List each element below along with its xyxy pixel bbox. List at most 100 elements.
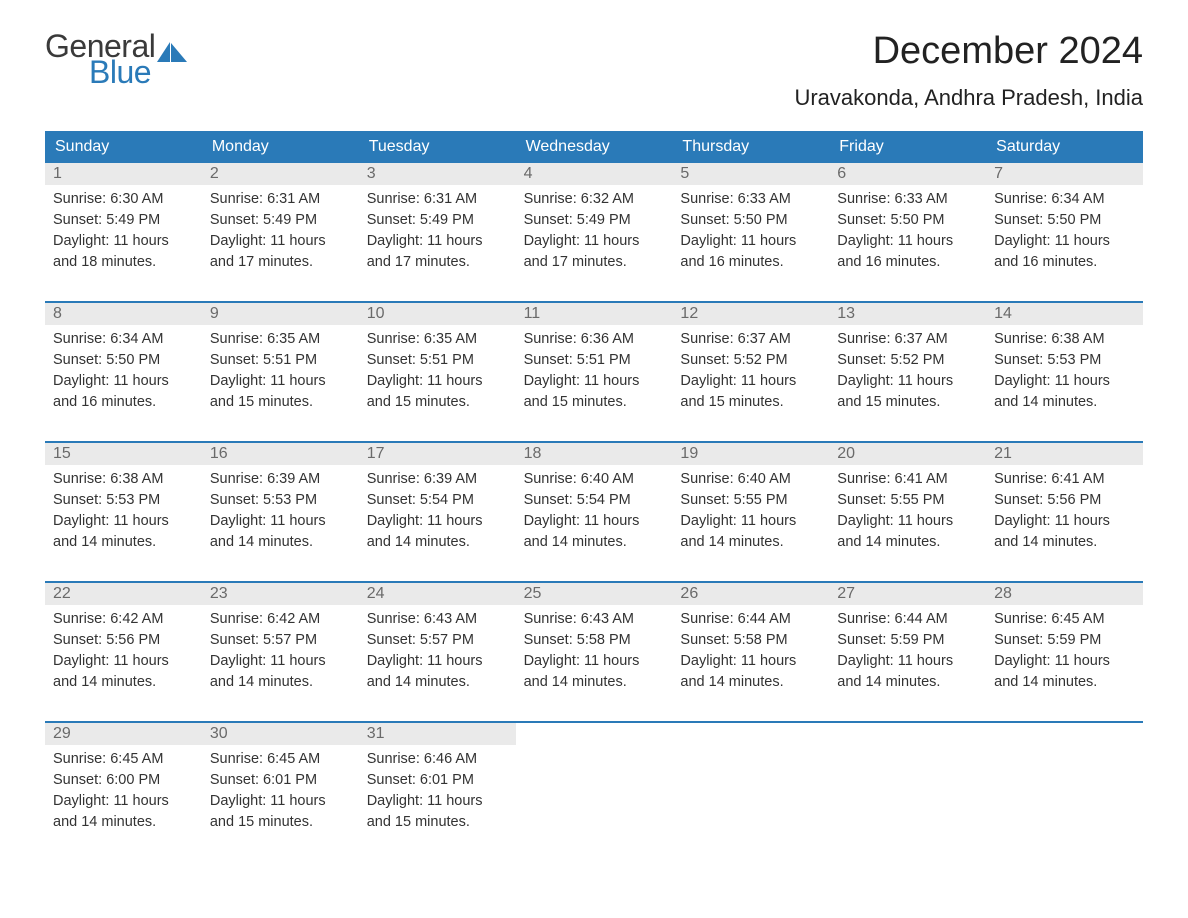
- day-sunrise: Sunrise: 6:31 AM: [367, 189, 508, 210]
- day-sunset: Sunset: 5:50 PM: [680, 210, 821, 231]
- day-content: Sunrise: 6:44 AMSunset: 5:58 PMDaylight:…: [672, 605, 829, 703]
- day-sunrise: Sunrise: 6:34 AM: [53, 329, 194, 350]
- day-number-row: 25: [516, 583, 673, 605]
- day-dl2: and 17 minutes.: [210, 252, 351, 273]
- day-sunset: Sunset: 6:01 PM: [210, 770, 351, 791]
- day-number-row: 23: [202, 583, 359, 605]
- day-header-sunday: Sunday: [45, 131, 202, 163]
- day-cell: 30Sunrise: 6:45 AMSunset: 6:01 PMDayligh…: [202, 723, 359, 851]
- day-sunrise: Sunrise: 6:35 AM: [367, 329, 508, 350]
- day-content: Sunrise: 6:42 AMSunset: 5:56 PMDaylight:…: [45, 605, 202, 703]
- day-number: 14: [994, 305, 1012, 322]
- day-number-row: 17: [359, 443, 516, 465]
- day-dl2: and 15 minutes.: [524, 392, 665, 413]
- day-sunset: Sunset: 6:01 PM: [367, 770, 508, 791]
- day-number-row: 7: [986, 163, 1143, 185]
- day-content: Sunrise: 6:45 AMSunset: 5:59 PMDaylight:…: [986, 605, 1143, 703]
- day-cell: [986, 723, 1143, 851]
- day-dl1: Daylight: 11 hours: [524, 651, 665, 672]
- day-dl1: Daylight: 11 hours: [680, 511, 821, 532]
- day-dl1: Daylight: 11 hours: [524, 511, 665, 532]
- day-dl1: Daylight: 11 hours: [367, 791, 508, 812]
- day-sunset: Sunset: 5:56 PM: [994, 490, 1135, 511]
- day-content: Sunrise: 6:39 AMSunset: 5:53 PMDaylight:…: [202, 465, 359, 563]
- day-content: Sunrise: 6:44 AMSunset: 5:59 PMDaylight:…: [829, 605, 986, 703]
- day-dl2: and 14 minutes.: [837, 672, 978, 693]
- day-content: Sunrise: 6:43 AMSunset: 5:57 PMDaylight:…: [359, 605, 516, 703]
- day-dl2: and 14 minutes.: [680, 672, 821, 693]
- day-number: 17: [367, 445, 385, 462]
- day-number: 22: [53, 585, 71, 602]
- day-number: 20: [837, 445, 855, 462]
- day-sunrise: Sunrise: 6:41 AM: [994, 469, 1135, 490]
- day-dl1: Daylight: 11 hours: [53, 651, 194, 672]
- day-cell: 2Sunrise: 6:31 AMSunset: 5:49 PMDaylight…: [202, 163, 359, 291]
- week-row: 15Sunrise: 6:38 AMSunset: 5:53 PMDayligh…: [45, 441, 1143, 571]
- week-row: 22 Sunrise: 6:42 AMSunset: 5:56 PMDayligh…: [45, 581, 1143, 711]
- day-sunset: Sunset: 5:51 PM: [367, 350, 508, 371]
- day-sunrise: Sunrise: 6:31 AM: [210, 189, 351, 210]
- day-number: 30: [210, 725, 228, 742]
- day-dl2: and 18 minutes.: [53, 252, 194, 273]
- calendar: SundayMondayTuesdayWednesdayThursdayFrid…: [45, 131, 1143, 851]
- day-dl2: and 15 minutes.: [837, 392, 978, 413]
- day-content: Sunrise: 6:40 AMSunset: 5:55 PMDaylight:…: [672, 465, 829, 563]
- day-sunrise: Sunrise: 6:35 AM: [210, 329, 351, 350]
- day-content: Sunrise: 6:37 AMSunset: 5:52 PMDaylight:…: [672, 325, 829, 423]
- day-sunrise: Sunrise: 6:44 AM: [837, 609, 978, 630]
- day-dl1: Daylight: 11 hours: [994, 231, 1135, 252]
- day-content: Sunrise: 6:32 AMSunset: 5:49 PMDaylight:…: [516, 185, 673, 283]
- day-dl2: and 14 minutes.: [210, 532, 351, 553]
- day-number-row: 1: [45, 163, 202, 185]
- day-dl2: and 14 minutes.: [367, 532, 508, 553]
- day-header-wednesday: Wednesday: [516, 131, 673, 163]
- day-dl1: Daylight: 11 hours: [210, 791, 351, 812]
- day-dl2: and 16 minutes.: [53, 392, 194, 413]
- day-dl1: Daylight: 11 hours: [680, 371, 821, 392]
- day-dl1: Daylight: 11 hours: [210, 511, 351, 532]
- day-cell: 14Sunrise: 6:38 AMSunset: 5:53 PMDayligh…: [986, 303, 1143, 431]
- day-dl1: Daylight: 11 hours: [210, 651, 351, 672]
- day-number-row: 5: [672, 163, 829, 185]
- day-dl1: Daylight: 11 hours: [837, 231, 978, 252]
- day-number-row: 27: [829, 583, 986, 605]
- day-sunset: Sunset: 6:00 PM: [53, 770, 194, 791]
- day-content: Sunrise: 6:46 AMSunset: 6:01 PMDaylight:…: [359, 745, 516, 843]
- day-dl1: Daylight: 11 hours: [994, 371, 1135, 392]
- day-number-row: 18: [516, 443, 673, 465]
- day-number-row: 11: [516, 303, 673, 325]
- day-content: Sunrise: 6:33 AMSunset: 5:50 PMDaylight:…: [672, 185, 829, 283]
- day-number-row: 16: [202, 443, 359, 465]
- day-number: 8: [53, 305, 62, 322]
- day-sunset: Sunset: 5:50 PM: [53, 350, 194, 371]
- day-sunrise: Sunrise: 6:41 AM: [837, 469, 978, 490]
- day-dl1: Daylight: 11 hours: [367, 371, 508, 392]
- title-block: December 2024 Uravakonda, Andhra Pradesh…: [794, 30, 1143, 111]
- day-content: Sunrise: 6:39 AMSunset: 5:54 PMDaylight:…: [359, 465, 516, 563]
- day-number: 15: [53, 445, 71, 462]
- day-dl1: Daylight: 11 hours: [680, 231, 821, 252]
- day-sunrise: Sunrise: 6:43 AM: [524, 609, 665, 630]
- day-cell: 17 Sunrise: 6:39 AMSunset: 5:54 PMDayligh…: [359, 443, 516, 571]
- day-cell: 9Sunrise: 6:35 AMSunset: 5:51 PMDaylight…: [202, 303, 359, 431]
- day-sunset: Sunset: 5:49 PM: [524, 210, 665, 231]
- day-sunrise: Sunrise: 6:39 AM: [367, 469, 508, 490]
- day-dl1: Daylight: 11 hours: [524, 231, 665, 252]
- day-number-row: 30: [202, 723, 359, 745]
- day-sunset: Sunset: 5:50 PM: [994, 210, 1135, 231]
- day-content: Sunrise: 6:31 AMSunset: 5:49 PMDaylight:…: [359, 185, 516, 283]
- day-content: Sunrise: 6:36 AMSunset: 5:51 PMDaylight:…: [516, 325, 673, 423]
- day-number: 25: [524, 585, 542, 602]
- day-dl2: and 14 minutes.: [524, 532, 665, 553]
- day-content: Sunrise: 6:40 AMSunset: 5:54 PMDaylight:…: [516, 465, 673, 563]
- day-dl2: and 16 minutes.: [837, 252, 978, 273]
- day-dl2: and 14 minutes.: [524, 672, 665, 693]
- day-cell: 12Sunrise: 6:37 AMSunset: 5:52 PMDayligh…: [672, 303, 829, 431]
- day-header-saturday: Saturday: [986, 131, 1143, 163]
- day-sunrise: Sunrise: 6:45 AM: [994, 609, 1135, 630]
- day-number-row: 4: [516, 163, 673, 185]
- day-number: 23: [210, 585, 228, 602]
- logo-triangle-icon: [157, 40, 189, 62]
- day-number: 19: [680, 445, 698, 462]
- day-number-row: 10: [359, 303, 516, 325]
